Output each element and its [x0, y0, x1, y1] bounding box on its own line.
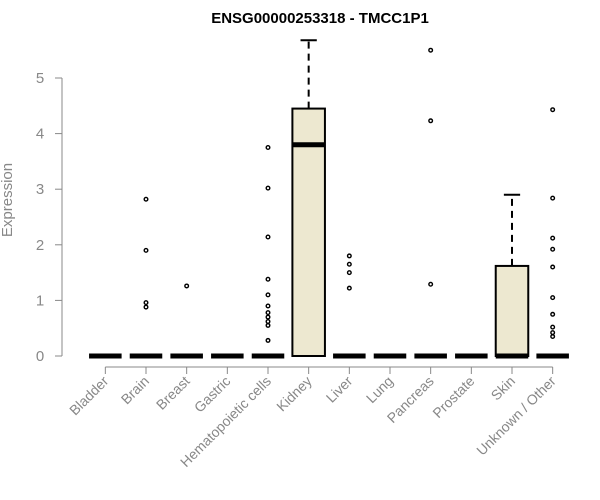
outlier-point [265, 144, 271, 150]
outlier-point [265, 319, 271, 325]
outlier-point [143, 300, 149, 306]
x-tick-label: Kidney [273, 373, 315, 415]
outlier-point [428, 281, 434, 287]
y-tick-label: 5 [36, 70, 44, 87]
y-tick-label: 3 [36, 181, 44, 198]
y-tick-label: 2 [36, 237, 44, 254]
box-unknown-other [536, 107, 569, 359]
outlier-point [143, 247, 149, 253]
outlier-point [550, 295, 556, 301]
outlier-point [265, 310, 271, 316]
outlier-point [265, 322, 271, 328]
box-liver [333, 253, 366, 359]
box-pancreas [414, 47, 447, 359]
outlier-point [265, 234, 271, 240]
outlier-point [550, 311, 556, 317]
outlier-point [346, 261, 352, 267]
outlier-point [550, 246, 556, 252]
y-axis-label: Expression [0, 163, 16, 237]
box-skin [494, 193, 530, 359]
box-hematopoietic-cells [251, 144, 285, 359]
outlier-point [265, 303, 271, 309]
y-axis: 0 1 2 3 4 5 [36, 70, 63, 365]
outlier-point [550, 195, 556, 201]
outlier-point [265, 292, 271, 298]
x-tick-label: Bladder [66, 373, 112, 419]
outlier-point [184, 283, 190, 289]
outlier-point [550, 330, 556, 336]
outlier-point [428, 118, 434, 124]
outlier-point [550, 324, 556, 330]
box-rect [291, 107, 326, 357]
outlier-point [346, 270, 352, 276]
outlier-point [550, 334, 556, 340]
outlier-point [143, 304, 149, 310]
outlier-point [550, 235, 556, 241]
chart-title: ENSG00000253318 - TMCC1P1 [211, 10, 429, 27]
x-tick-label: Brain [118, 373, 152, 407]
outlier-point [550, 264, 556, 270]
x-tick-label: Breast [153, 373, 193, 413]
outlier-point [346, 285, 352, 291]
outlier-point [265, 276, 271, 282]
y-tick-label: 1 [36, 292, 44, 309]
box-breast [170, 283, 203, 359]
outlier-point [346, 253, 352, 259]
box-rect [494, 264, 530, 358]
y-tick-label: 4 [36, 126, 44, 143]
x-tick-label: Prostate [429, 373, 477, 421]
x-tick-label: Lung [363, 373, 396, 406]
boxes-group [89, 39, 569, 359]
x-tick-label: Skin [488, 373, 519, 404]
box-kidney [291, 39, 326, 357]
outlier-point [265, 185, 271, 191]
outlier-point [428, 47, 434, 53]
y-tick-label: 0 [36, 348, 44, 365]
outlier-point [265, 337, 271, 343]
box-brain [129, 196, 163, 359]
outlier-point [265, 314, 271, 320]
x-tick-label: Liver [323, 373, 356, 406]
outlier-point [143, 196, 149, 202]
outlier-point [550, 107, 556, 113]
